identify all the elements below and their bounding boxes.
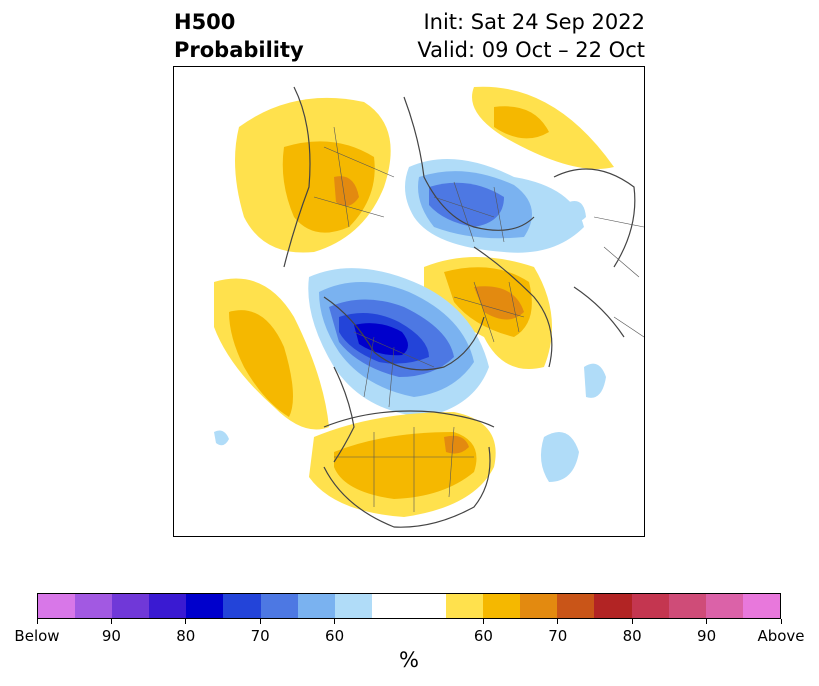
colorbar-labels: Below 90 80 70 60 60 70 80 90 Above: [0, 627, 819, 647]
anomaly-above-pacific: [214, 278, 329, 430]
anomaly-above-europe: [424, 257, 552, 369]
colorbar-label: 80: [176, 627, 196, 645]
colorbar-tick: [185, 619, 187, 624]
colorbar-swatch: [334, 594, 372, 618]
colorbar-tick: [259, 619, 261, 624]
anomaly-below-atlantic: [214, 201, 606, 482]
colorbar-label: 70: [250, 627, 270, 645]
colorbar-label: Above: [757, 627, 805, 645]
colorbar: [37, 593, 781, 619]
colorbar-swatch: [112, 594, 150, 618]
colorbar-label: 90: [101, 627, 121, 645]
colorbar-swatch: [594, 594, 632, 618]
valid-range: Valid: 09 Oct – 22 Oct: [417, 38, 645, 62]
colorbar-swatch: [668, 594, 706, 618]
title-variable: H500: [174, 10, 236, 34]
map-dates: Init: Sat 24 Sep 2022 Valid: 09 Oct – 22…: [417, 8, 645, 64]
colorbar-swatch: [149, 594, 187, 618]
colorbar-tick: [110, 619, 112, 624]
colorbar-tick: [780, 619, 782, 624]
anomaly-below-siberia: [405, 159, 584, 253]
colorbar-label: 60: [325, 627, 345, 645]
colorbar-ticks: [36, 619, 782, 629]
colorbar-label: 80: [622, 627, 642, 645]
colorbar-swatch: [371, 594, 409, 618]
colorbar-swatch: [75, 594, 113, 618]
title-type: Probability: [174, 38, 304, 62]
colorbar-swatch: [223, 594, 261, 618]
colorbar-swatch: [705, 594, 743, 618]
colorbar-swatch: [483, 594, 521, 618]
coastlines: [283, 86, 636, 528]
colorbar-tick: [482, 619, 484, 624]
probability-map: [173, 66, 645, 537]
init-date: Init: Sat 24 Sep 2022: [423, 10, 645, 34]
colorbar-tick: [334, 619, 336, 624]
borders: [313, 126, 644, 512]
colorbar-tick: [557, 619, 559, 624]
anomaly-above-east-asia: [235, 97, 391, 253]
colorbar-swatch: [446, 594, 484, 618]
colorbar-swatch: [631, 594, 669, 618]
colorbar-tick: [36, 619, 38, 624]
colorbar-swatch: [260, 594, 298, 618]
colorbar-swatch: [557, 594, 595, 618]
colorbar-tick: [631, 619, 633, 624]
colorbar-unit: %: [399, 648, 419, 672]
anomaly-above-eastern-us: [309, 412, 496, 517]
colorbar-swatch: [520, 594, 558, 618]
colorbar-label: 90: [697, 627, 717, 645]
colorbar-label: 60: [473, 627, 493, 645]
colorbar-swatch: [38, 594, 76, 618]
colorbar-swatch: [186, 594, 224, 618]
colorbar-label: 70: [548, 627, 568, 645]
colorbar-swatch: [742, 594, 780, 618]
map-title: H500 Probability: [174, 8, 304, 64]
colorbar-label: Below: [14, 627, 60, 645]
colorbar-swatch: [297, 594, 335, 618]
map-svg: [214, 86, 644, 528]
colorbar-swatch: [408, 594, 447, 618]
colorbar-tick: [706, 619, 708, 624]
anomaly-above-arctic-ridge: [472, 86, 614, 169]
